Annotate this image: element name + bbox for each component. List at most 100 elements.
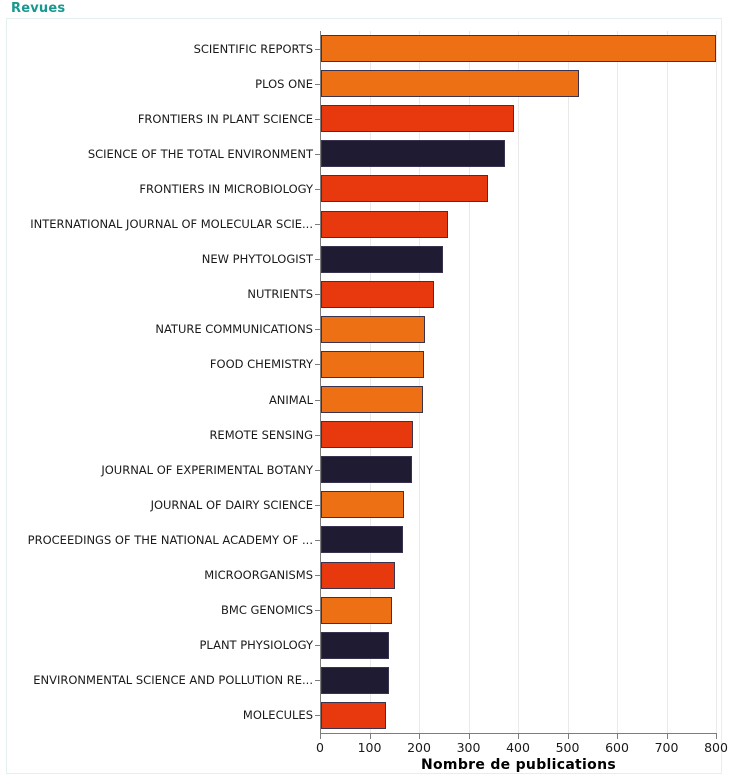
x-tick-label: 100 bbox=[357, 740, 382, 755]
y-tick bbox=[315, 119, 320, 120]
bar[interactable] bbox=[321, 561, 396, 589]
category-label: PLOS ONE bbox=[255, 76, 313, 91]
bar[interactable] bbox=[321, 210, 448, 238]
category-label: FRONTIERS IN MICROBIOLOGY bbox=[139, 181, 313, 196]
category-label: PLANT PHYSIOLOGY bbox=[199, 638, 313, 653]
bar[interactable] bbox=[321, 70, 579, 98]
y-tick-label: JOURNAL OF DAIRY SCIENCE bbox=[0, 499, 313, 511]
x-gridline bbox=[716, 31, 717, 733]
y-tick bbox=[315, 329, 320, 330]
y-tick-label: PLOS ONE bbox=[0, 78, 313, 90]
y-tick-label: FRONTIERS IN MICROBIOLOGY bbox=[0, 183, 313, 195]
y-tick bbox=[315, 470, 320, 471]
category-label: MICROORGANISMS bbox=[204, 568, 313, 583]
x-tick bbox=[567, 734, 569, 739]
x-tick-label: 0 bbox=[316, 740, 324, 755]
y-tick-label: MICROORGANISMS bbox=[0, 569, 313, 581]
y-tick bbox=[315, 575, 320, 576]
bar[interactable] bbox=[321, 315, 426, 343]
bar[interactable] bbox=[321, 140, 506, 168]
bar[interactable] bbox=[321, 350, 424, 378]
x-gridline bbox=[468, 31, 470, 733]
y-tick-label: NEW PHYTOLOGIST bbox=[0, 253, 313, 265]
y-tick-label: PROCEEDINGS OF THE NATIONAL ACADEMY OF .… bbox=[0, 534, 313, 546]
x-tick-label: 600 bbox=[605, 740, 629, 755]
y-tick bbox=[315, 224, 320, 225]
bar[interactable] bbox=[321, 386, 424, 414]
category-label: NUTRIENTS bbox=[247, 287, 313, 302]
y-tick bbox=[315, 680, 320, 681]
category-label: REMOTE SENSING bbox=[209, 427, 313, 442]
x-axis-line bbox=[320, 733, 717, 734]
y-tick-label: PLANT PHYSIOLOGY bbox=[0, 639, 313, 651]
x-tick bbox=[320, 734, 321, 739]
y-tick bbox=[315, 435, 320, 436]
x-gridline bbox=[518, 31, 519, 733]
y-tick-label: FOOD CHEMISTRY bbox=[0, 358, 313, 370]
y-tick bbox=[315, 294, 320, 295]
y-tick bbox=[315, 154, 320, 155]
x-gridline bbox=[567, 31, 569, 733]
x-tick bbox=[369, 734, 371, 739]
x-tick bbox=[468, 734, 470, 739]
y-tick bbox=[315, 715, 320, 716]
y-tick-label: FRONTIERS IN PLANT SCIENCE bbox=[0, 113, 313, 125]
y-tick-label: SCIENTIFIC REPORTS bbox=[0, 43, 313, 55]
category-label: FRONTIERS IN PLANT SCIENCE bbox=[137, 111, 313, 126]
x-gridline bbox=[419, 31, 420, 733]
y-tick-label: NUTRIENTS bbox=[0, 288, 313, 300]
x-tick-label: 700 bbox=[654, 740, 679, 755]
category-label: MOLECULES bbox=[242, 708, 313, 723]
x-tick-label: 800 bbox=[704, 740, 728, 755]
bar[interactable] bbox=[321, 175, 488, 203]
y-tick bbox=[315, 49, 320, 50]
x-axis-title: Nombre de publications bbox=[421, 757, 616, 773]
y-tick-label: SCIENCE OF THE TOTAL ENVIRONMENT bbox=[0, 148, 313, 160]
bar[interactable] bbox=[321, 456, 413, 484]
x-tick-label: 300 bbox=[456, 740, 481, 755]
y-tick-label: BMC GENOMICS bbox=[0, 604, 313, 616]
bar[interactable] bbox=[321, 35, 716, 63]
y-tick bbox=[315, 610, 320, 611]
bar[interactable] bbox=[321, 491, 404, 519]
bar[interactable] bbox=[321, 596, 392, 624]
category-label: ENVIRONMENTAL SCIENCE AND POLLUTION RE..… bbox=[33, 673, 313, 688]
bar[interactable] bbox=[321, 280, 434, 308]
category-label: NEW PHYTOLOGIST bbox=[201, 252, 313, 267]
bar[interactable] bbox=[321, 421, 414, 449]
y-tick-label: INTERNATIONAL JOURNAL OF MOLECULAR SCIE.… bbox=[0, 218, 313, 230]
y-tick-label: MOLECULES bbox=[0, 709, 313, 721]
x-tick bbox=[617, 734, 618, 739]
bar[interactable] bbox=[321, 526, 403, 554]
bar[interactable] bbox=[321, 245, 443, 273]
y-tick bbox=[315, 189, 320, 190]
x-gridline bbox=[666, 31, 668, 733]
y-tick-label: ANIMAL bbox=[0, 394, 313, 406]
category-label: FOOD CHEMISTRY bbox=[209, 357, 313, 372]
y-tick bbox=[315, 364, 320, 365]
y-tick-label: ENVIRONMENTAL SCIENCE AND POLLUTION RE..… bbox=[0, 674, 313, 686]
panel-title: Revues bbox=[11, 1, 66, 16]
bar[interactable] bbox=[321, 631, 390, 659]
bar[interactable] bbox=[321, 666, 389, 694]
x-tick-label: 500 bbox=[555, 740, 580, 755]
y-axis-line bbox=[320, 31, 321, 733]
x-tick bbox=[518, 734, 519, 739]
y-tick bbox=[315, 540, 320, 541]
x-gridline bbox=[369, 31, 371, 733]
category-label: INTERNATIONAL JOURNAL OF MOLECULAR SCIE.… bbox=[30, 217, 313, 232]
bar[interactable] bbox=[321, 105, 515, 133]
category-label: NATURE COMMUNICATIONS bbox=[155, 322, 313, 337]
category-label: SCIENCE OF THE TOTAL ENVIRONMENT bbox=[87, 146, 313, 161]
x-tick bbox=[666, 734, 668, 739]
bar[interactable] bbox=[321, 701, 386, 729]
y-tick-label: JOURNAL OF EXPERIMENTAL BOTANY bbox=[0, 464, 313, 476]
category-label: ANIMAL bbox=[268, 392, 313, 407]
y-tick bbox=[315, 505, 320, 506]
y-tick bbox=[315, 645, 320, 646]
category-label: BMC GENOMICS bbox=[221, 603, 313, 618]
x-tick-label: 400 bbox=[506, 740, 530, 755]
y-tick-label: REMOTE SENSING bbox=[0, 429, 313, 441]
x-tick bbox=[716, 734, 717, 739]
